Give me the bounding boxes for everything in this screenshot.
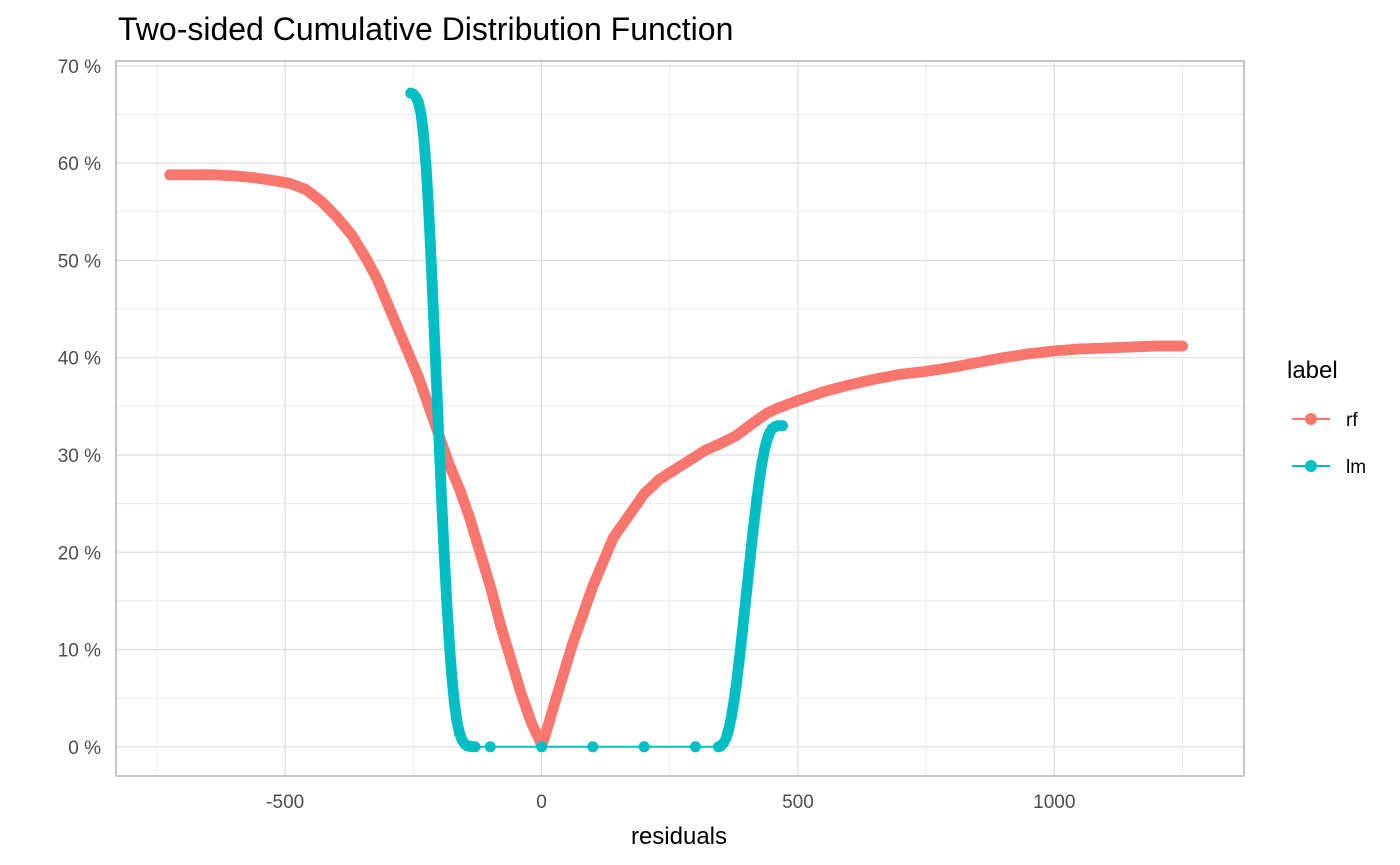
series-lm <box>405 87 788 753</box>
x-tick-label: 0 <box>536 792 547 813</box>
y-tick-label: 50 % <box>58 251 101 272</box>
legend-label-lm: lm <box>1346 457 1366 478</box>
legend-title: label <box>1287 357 1338 384</box>
data-point-lm <box>587 741 599 753</box>
y-tick-label: 10 % <box>58 641 101 662</box>
legend-item-rf: rf <box>1292 410 1358 431</box>
data-point-lm <box>484 741 496 753</box>
legend-label-rf: rf <box>1346 410 1358 431</box>
legend-items: rf lm <box>1292 410 1366 478</box>
series-layer <box>164 87 1188 753</box>
data-point-lm <box>689 741 701 753</box>
x-tick-label: -500 <box>266 792 304 813</box>
major-gridlines <box>116 61 1244 776</box>
y-axis-ticks: 0 % 10 % 20 % 30 % 40 % 50 % 60 % 70 % <box>58 57 101 759</box>
x-tick-label: 500 <box>782 792 814 813</box>
x-axis-ticks: -500 0 500 1000 <box>266 792 1075 813</box>
series-points-lm <box>405 87 788 753</box>
series-points-rf <box>164 169 1188 751</box>
x-tick-label: 1000 <box>1033 792 1075 813</box>
data-point-lm <box>469 741 481 753</box>
legend-key-point <box>1305 413 1317 425</box>
y-tick-label: 30 % <box>58 446 101 467</box>
y-tick-label: 60 % <box>58 154 101 175</box>
legend-key-point <box>1305 460 1317 472</box>
data-point-rf <box>1177 340 1188 352</box>
legend-item-lm: lm <box>1292 457 1366 478</box>
y-tick-label: 70 % <box>58 57 101 78</box>
y-tick-label: 0 % <box>68 738 101 759</box>
series-line-lm <box>410 92 783 748</box>
chart-title: Two-sided Cumulative Distribution Functi… <box>118 11 733 47</box>
minor-gridlines <box>116 61 1244 776</box>
data-point-lm <box>536 741 548 753</box>
panel-border <box>115 60 1245 777</box>
y-tick-label: 40 % <box>58 349 101 370</box>
x-axis-title: residuals <box>631 823 727 850</box>
y-tick-label: 20 % <box>58 543 101 564</box>
series-rf <box>164 169 1188 751</box>
data-point-lm <box>777 420 788 432</box>
data-point-lm <box>638 741 650 753</box>
legend: label rf lm <box>1287 357 1366 478</box>
